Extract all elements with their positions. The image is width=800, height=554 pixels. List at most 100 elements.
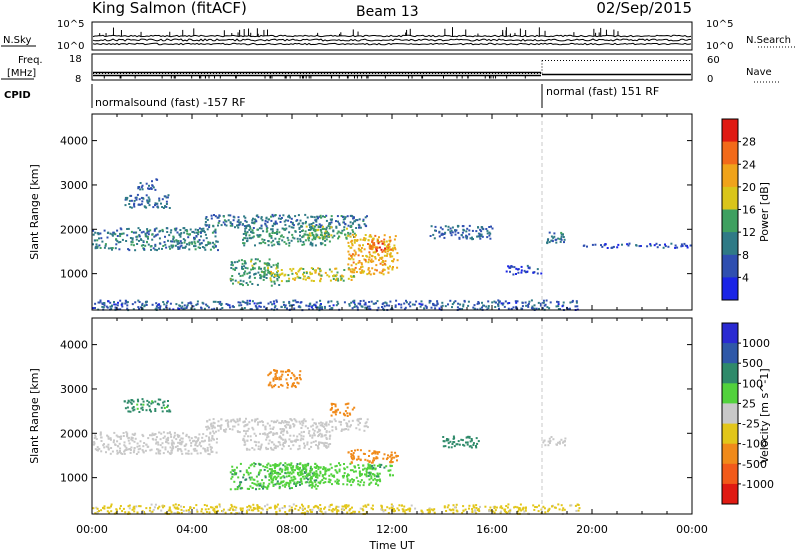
data-cell	[99, 431, 102, 434]
data-cell	[263, 267, 266, 270]
data-cell	[361, 265, 364, 268]
data-cell	[328, 474, 331, 477]
data-cell	[350, 225, 353, 228]
data-cell	[351, 481, 354, 484]
data-cell	[296, 273, 298, 276]
data-cell	[368, 482, 371, 485]
data-cell	[282, 370, 284, 373]
data-cell	[311, 436, 314, 439]
data-cell	[118, 435, 121, 438]
data-cell	[149, 449, 152, 452]
data-cell	[389, 236, 391, 239]
data-cell	[239, 221, 242, 224]
data-cell	[159, 308, 162, 311]
data-cell	[521, 301, 524, 304]
data-cell	[389, 465, 392, 468]
data-cell	[503, 305, 506, 308]
data-cell	[372, 508, 374, 511]
data-cell	[192, 305, 195, 308]
data-cell	[307, 239, 310, 242]
data-cell	[389, 308, 392, 311]
data-cell	[313, 429, 316, 432]
data-cell	[332, 508, 335, 510]
data-cell	[544, 444, 547, 447]
data-cell	[166, 432, 169, 435]
data-cell	[328, 240, 331, 243]
data-cell	[372, 302, 375, 305]
data-cell	[409, 305, 412, 308]
data-cell	[267, 485, 270, 488]
data-cell	[96, 446, 99, 449]
data-cell	[146, 228, 149, 231]
data-cell	[110, 307, 113, 310]
data-cell	[485, 228, 488, 230]
data-cell	[372, 272, 375, 275]
data-cell	[146, 230, 149, 232]
data-cell	[172, 238, 175, 241]
data-cell	[276, 308, 279, 311]
data-cell	[193, 241, 196, 243]
data-cell	[380, 506, 383, 509]
data-cell	[348, 304, 351, 307]
data-cell	[309, 228, 312, 231]
data-cell	[267, 442, 270, 445]
data-cell	[533, 307, 536, 310]
data-cell	[321, 307, 324, 310]
data-cell	[243, 420, 246, 423]
data-cell	[393, 508, 395, 511]
data-cell	[288, 508, 291, 511]
data-cell	[244, 237, 247, 240]
data-cell	[300, 434, 303, 437]
data-cell	[98, 510, 100, 512]
data-cell	[161, 228, 164, 231]
data-cell	[383, 453, 386, 456]
data-cell	[328, 505, 331, 508]
data-cell	[257, 445, 260, 448]
data-cell	[521, 305, 524, 308]
data-cell	[488, 226, 491, 228]
data-cell	[331, 510, 334, 513]
data-cell	[603, 244, 606, 247]
data-cell	[167, 239, 169, 242]
data-cell	[158, 505, 161, 508]
colorbar-tick-label: 500	[742, 357, 763, 370]
data-cell	[243, 435, 246, 438]
data-cell	[237, 219, 240, 222]
data-cell	[115, 509, 118, 512]
data-cell	[243, 237, 246, 240]
data-cell	[560, 438, 563, 441]
data-cell	[380, 504, 383, 507]
data-cell	[329, 443, 332, 445]
data-cell	[96, 511, 99, 514]
data-cell	[237, 281, 240, 284]
data-cell	[313, 472, 316, 475]
data-cell	[323, 235, 326, 238]
data-cell	[279, 217, 282, 220]
data-cell	[550, 436, 553, 438]
data-cell	[272, 470, 275, 473]
data-cell	[283, 441, 286, 444]
data-cell	[363, 303, 366, 306]
data-cell	[555, 238, 558, 241]
data-cell	[526, 264, 529, 267]
data-cell	[130, 194, 133, 197]
data-cell	[251, 283, 254, 285]
data-cell	[273, 222, 275, 225]
data-cell	[299, 506, 302, 509]
data-cell	[312, 506, 315, 509]
data-cell	[270, 384, 273, 387]
data-cell	[350, 461, 353, 464]
data-cell	[264, 476, 267, 479]
data-cell	[255, 444, 257, 447]
colorbar-tick-label: 1000	[742, 337, 770, 350]
data-cell	[182, 307, 185, 310]
data-cell	[98, 237, 100, 240]
data-cell	[150, 248, 152, 251]
data-cell	[156, 178, 159, 181]
data-cell	[315, 472, 318, 475]
data-cell	[296, 463, 299, 466]
data-cell	[103, 302, 106, 304]
data-cell	[392, 505, 394, 508]
data-cell	[119, 447, 122, 450]
data-cell	[271, 244, 274, 247]
